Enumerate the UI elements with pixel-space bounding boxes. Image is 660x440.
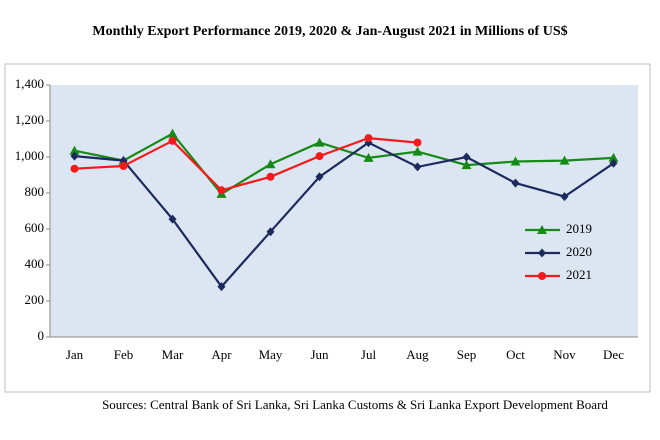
point [217,282,226,292]
point [315,172,324,182]
x-tick-label: Sep [457,347,477,362]
point [119,162,128,170]
x-tick-label: Nov [553,347,576,362]
y-tick-label: 800 [25,184,45,199]
point [363,152,374,162]
legend-marker [537,225,547,234]
point [265,159,276,169]
point [168,214,177,224]
point [217,186,226,195]
point [413,162,422,172]
y-tick-label: 1,000 [15,148,44,163]
point [608,152,619,162]
point [511,178,520,188]
point [266,172,275,181]
x-tick-label: Aug [406,347,429,362]
legend-label: 2019 [566,221,592,236]
series-line [74,141,615,289]
point [510,156,521,166]
legend-label: 2021 [566,267,592,282]
y-tick-label: 400 [25,256,45,271]
point [266,227,275,237]
y-tick-label: 1,400 [15,76,44,91]
series-line [74,136,418,192]
legend-marker [538,248,546,258]
point [462,152,471,162]
point [314,137,325,147]
point [69,145,80,155]
x-tick-label: Dec [603,347,624,362]
x-tick-label: Apr [211,347,232,362]
x-tick-label: Feb [114,347,134,362]
point [167,128,178,138]
x-tick-label: May [259,347,283,362]
plot-area [50,85,638,337]
y-tick-label: 200 [25,292,45,307]
x-tick-label: Jul [361,347,377,362]
point [560,192,569,202]
point [70,151,79,161]
point [413,138,422,147]
point [168,136,177,145]
point [412,146,423,156]
chart-title: Monthly Export Performance 2019, 2020 & … [92,24,567,39]
legend-marker [538,272,546,280]
y-tick-label: 600 [25,220,45,235]
y-tick-label: 1,200 [15,112,44,127]
point [609,158,618,168]
legend-label: 2020 [566,244,592,259]
series-line [74,132,614,196]
point [70,164,79,173]
point [461,160,472,170]
x-tick-label: Jan [66,347,84,362]
point [364,134,373,143]
y-tick-label: 0 [38,328,45,343]
x-tick-label: Mar [162,347,184,362]
point [559,155,570,165]
x-tick-label: Oct [506,347,525,362]
source-note: Sources: Central Bank of Sri Lanka, Sri … [102,397,608,412]
point [315,152,324,161]
x-tick-label: Jun [310,347,329,362]
